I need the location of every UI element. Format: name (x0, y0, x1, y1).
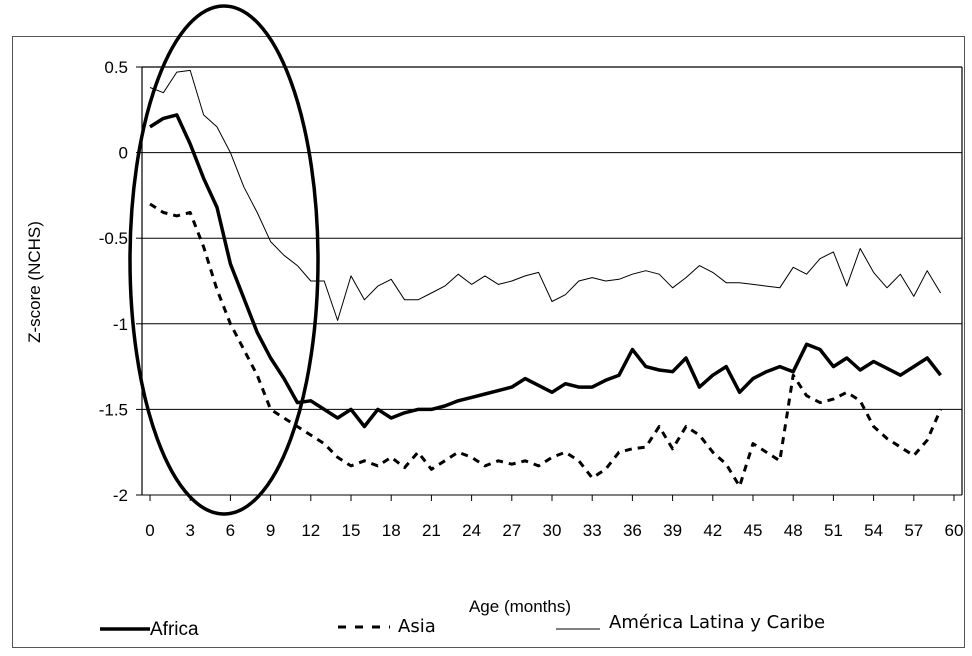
x-tick-label: 30 (543, 521, 562, 540)
legend-label-america: América Latina y Caribe (609, 612, 825, 633)
x-tick-label: 33 (583, 521, 602, 540)
series-line-am-rica-latina-y-caribe (149, 69, 942, 321)
series-line-africa (149, 113, 942, 429)
x-tick-label: 15 (342, 521, 361, 540)
x-tick-label: 48 (784, 521, 803, 540)
chart-frame (12, 36, 965, 648)
y-tick-label: -1.5 (99, 400, 128, 419)
x-tick-label: 45 (744, 521, 763, 540)
tick-labels: 0.50-0.5-1-1.5-20 3 6 9 12 15 18 21 24 27 30 33 36 39… (99, 58, 964, 540)
x-tick-label: 0 (145, 521, 154, 540)
y-tick-label: 0 (119, 144, 128, 163)
x-tick-label: 42 (703, 521, 722, 540)
x-tick-label: 24 (462, 521, 481, 540)
y-tick-label: -0.5 (99, 229, 128, 248)
x-tick-label: 9 (266, 521, 275, 540)
x-tick-label: 54 (864, 521, 883, 540)
x-tick-label: 39 (663, 521, 682, 540)
x-tick-label: 21 (422, 521, 441, 540)
legend: Africa Asia América Latina y Caribe (100, 612, 825, 640)
x-tick-label: 6 (226, 521, 235, 540)
x-tick-label: 18 (382, 521, 401, 540)
legend-label-asia: Asia (398, 616, 436, 637)
y-tick-label: -1 (113, 315, 128, 334)
x-tick-label: 12 (301, 521, 320, 540)
x-tick-label: 3 (185, 521, 194, 540)
y-tick-label: 0.5 (104, 58, 128, 77)
x-tick-label: 51 (824, 521, 843, 540)
legend-label-africa: Africa (150, 619, 199, 640)
highlight-ellipse (128, 4, 320, 516)
series-lines (149, 69, 942, 488)
series-line-asia (149, 202, 942, 488)
x-tick-label: 36 (623, 521, 642, 540)
axes (136, 66, 963, 501)
y-tick-label: -2 (113, 486, 128, 505)
y-axis-title: Z-score (NCHS) (25, 221, 44, 343)
x-tick-label: 60 (945, 521, 964, 540)
x-tick-label: 57 (904, 521, 923, 540)
x-tick-label: 27 (502, 521, 521, 540)
x-axis-title: Age (months) (469, 597, 571, 616)
gridlines (142, 66, 962, 496)
